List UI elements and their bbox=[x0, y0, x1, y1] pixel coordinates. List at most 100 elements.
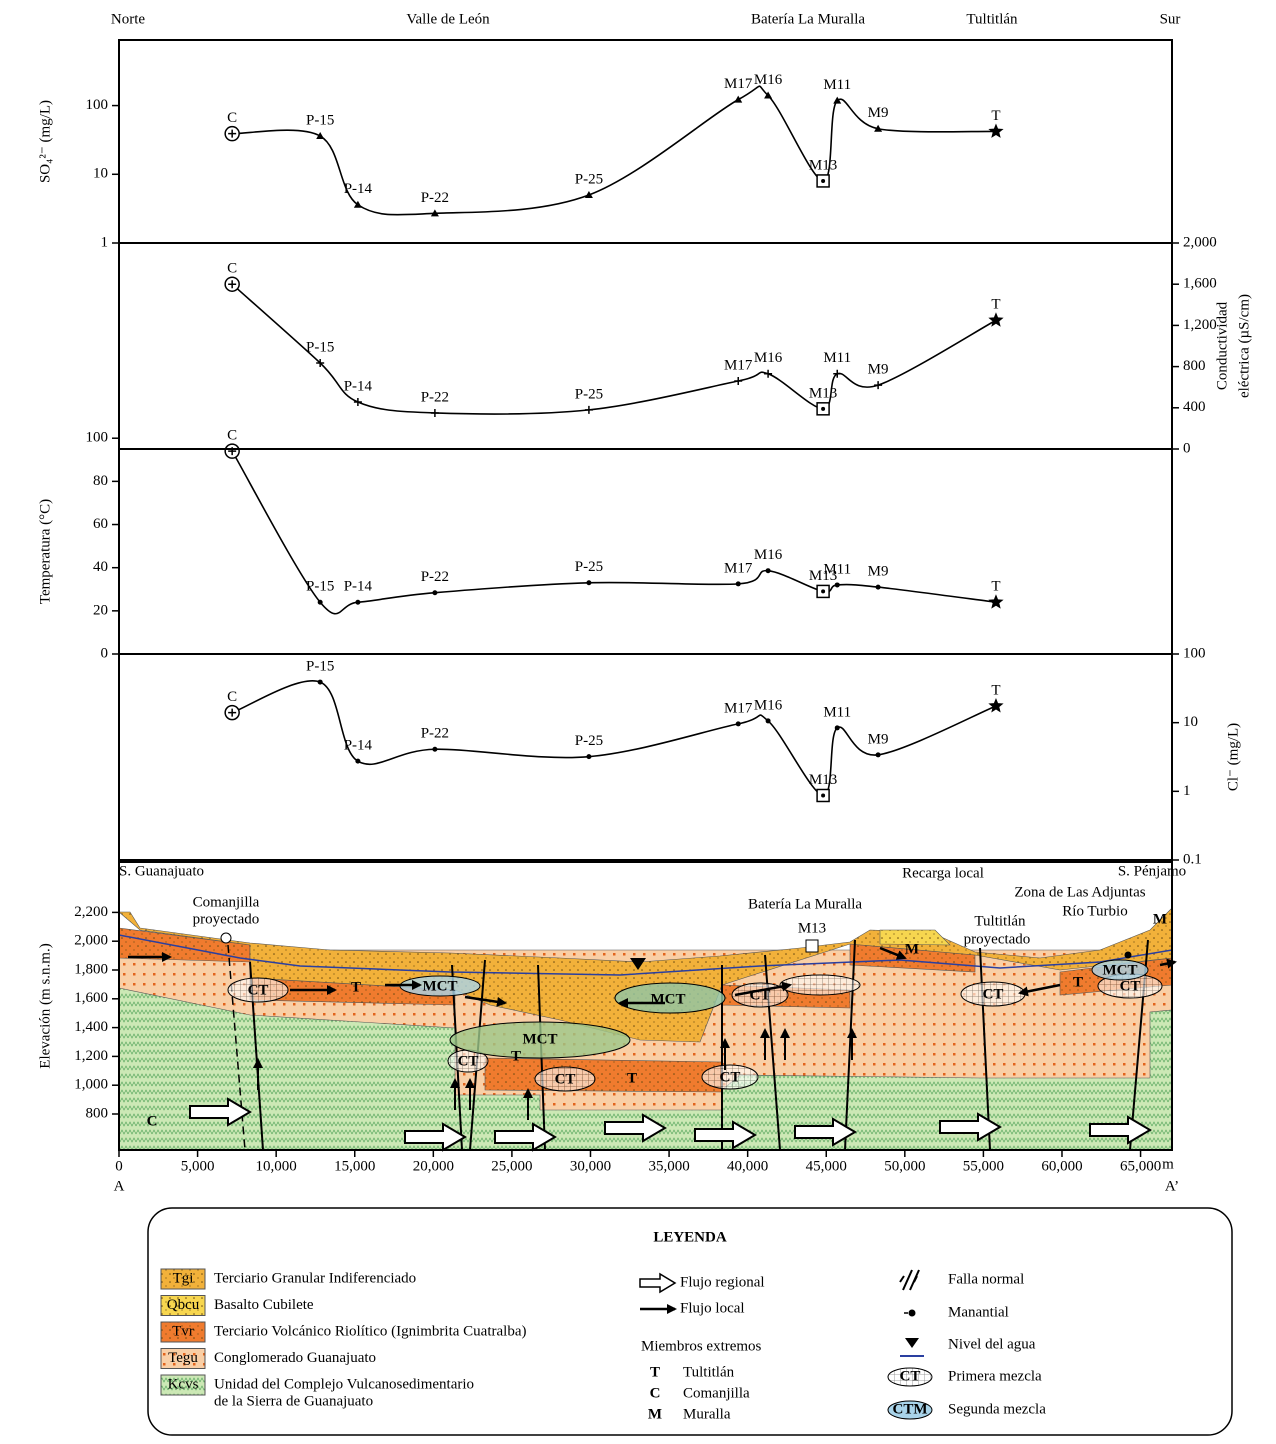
marker-dot bbox=[765, 568, 771, 574]
legend-label: Flujo regional bbox=[680, 1274, 765, 1290]
x-tick-label: 15,000 bbox=[334, 1158, 375, 1174]
data-point bbox=[875, 584, 881, 590]
marker-dot bbox=[432, 746, 438, 752]
legend-label: Nivel del agua bbox=[948, 1336, 1036, 1352]
local-flow bbox=[1018, 983, 1061, 997]
legend-fault bbox=[899, 1269, 920, 1291]
zone-label: T bbox=[351, 979, 361, 995]
fault bbox=[979, 947, 991, 1151]
y-tick-label: 1 bbox=[101, 234, 109, 250]
point-label: P-25 bbox=[575, 171, 603, 187]
point-label: M11 bbox=[823, 561, 851, 577]
marker-plus bbox=[734, 377, 743, 386]
x-tick-label: 55,000 bbox=[963, 1158, 1004, 1174]
zone-label: CT bbox=[248, 982, 269, 998]
marker-triangle bbox=[764, 91, 773, 99]
marker-dot bbox=[735, 721, 741, 727]
marker-dot bbox=[821, 793, 826, 798]
legend-label: Primera mezcla bbox=[948, 1368, 1042, 1384]
point-label: M13 bbox=[809, 157, 837, 173]
point-label: M16 bbox=[754, 72, 783, 88]
data-point bbox=[355, 758, 361, 764]
legend-label: Flujo local bbox=[680, 1300, 745, 1316]
x-tick-label: 25,000 bbox=[491, 1158, 532, 1174]
legend-label: Manantial bbox=[948, 1304, 1009, 1320]
section-end-label: A’ bbox=[1165, 1178, 1179, 1194]
y-tick-label: 1,600 bbox=[1183, 276, 1217, 292]
point-label: P-25 bbox=[575, 559, 603, 575]
header-label: Norte bbox=[111, 11, 145, 27]
legend-code: Tvr bbox=[172, 1323, 194, 1339]
legend-label: Tultitlán bbox=[683, 1364, 735, 1380]
regional-flow bbox=[794, 1117, 857, 1147]
regional-flow bbox=[494, 1122, 557, 1152]
legend-symbol-code: CT bbox=[900, 1368, 921, 1384]
legend-member-code: C bbox=[650, 1385, 661, 1401]
regional-flow bbox=[404, 1122, 467, 1152]
y-tick-label: 0 bbox=[1183, 440, 1191, 456]
y-tick-label: 1,200 bbox=[1183, 317, 1217, 333]
marker-plus bbox=[353, 398, 362, 407]
legend-member-code: M bbox=[648, 1406, 662, 1422]
y-tick-label: 1,800 bbox=[74, 961, 108, 977]
x-tick-label: 60,000 bbox=[1041, 1158, 1082, 1174]
section-annotation: Recarga local bbox=[902, 865, 984, 881]
y-tick-label: 2,000 bbox=[1183, 234, 1217, 250]
data-point bbox=[317, 679, 323, 685]
section-annotation: Río Turbio bbox=[1062, 903, 1127, 919]
marker-star bbox=[988, 123, 1004, 138]
x-axis-unit: m bbox=[1162, 1156, 1174, 1172]
legend-box bbox=[147, 1207, 1233, 1436]
point-label: P-22 bbox=[421, 190, 449, 206]
mix-second bbox=[1091, 959, 1149, 981]
marker-dot bbox=[586, 580, 592, 586]
legend-label: Muralla bbox=[683, 1406, 731, 1422]
x-tick-label: 10,000 bbox=[256, 1158, 297, 1174]
legend-label: Terciario Granular Indiferenciado bbox=[214, 1270, 416, 1286]
marker-star bbox=[988, 594, 1004, 609]
data-point bbox=[734, 377, 743, 386]
y-tick-label: 400 bbox=[1183, 399, 1206, 415]
legend-swatch bbox=[160, 1348, 206, 1369]
zone-label: CT bbox=[983, 986, 1004, 1002]
y-axis-label: Cl⁻ (mg/L) bbox=[1225, 723, 1241, 791]
point-label: P-25 bbox=[575, 733, 603, 749]
legend-label: Comanjilla bbox=[683, 1385, 750, 1401]
data-point bbox=[816, 402, 830, 416]
data-point bbox=[816, 788, 830, 803]
marker-cross bbox=[228, 280, 237, 289]
point-label: M17 bbox=[724, 700, 753, 716]
panel-frame bbox=[118, 242, 1173, 450]
y-axis-label: Elevación (m s.n.m.) bbox=[37, 943, 53, 1068]
spring bbox=[1124, 951, 1132, 959]
marker-triangle bbox=[874, 124, 883, 132]
data-point bbox=[875, 752, 881, 758]
legend-mix-second bbox=[887, 1400, 933, 1420]
data-point bbox=[353, 398, 362, 407]
legend-water-level bbox=[905, 1338, 919, 1348]
point-label: M17 bbox=[724, 357, 753, 373]
marker-dot bbox=[586, 754, 592, 760]
data-point bbox=[765, 568, 771, 574]
point-label: M11 bbox=[823, 77, 851, 93]
legend-swatch bbox=[160, 1374, 206, 1396]
qbcu-unit bbox=[879, 929, 951, 946]
marker-dot bbox=[821, 406, 826, 411]
x-tick-label: 30,000 bbox=[570, 1158, 611, 1174]
x-tick-label: 35,000 bbox=[648, 1158, 689, 1174]
point-label: P-15 bbox=[306, 659, 334, 675]
data-line bbox=[231, 283, 997, 415]
zone-label: CT bbox=[555, 1071, 576, 1087]
y-tick-label: 0.1 bbox=[1183, 851, 1202, 867]
regional-flow bbox=[939, 1112, 1002, 1142]
data-point bbox=[734, 95, 743, 103]
section-annotation: proyectado bbox=[193, 911, 260, 927]
data-point bbox=[988, 312, 1004, 327]
zone-label: T bbox=[511, 1048, 521, 1064]
x-tick-label: 50,000 bbox=[884, 1158, 925, 1174]
legend-title: LEYENDA bbox=[653, 1229, 727, 1245]
data-point bbox=[735, 721, 741, 727]
marker-plus bbox=[584, 405, 593, 414]
point-label: P-15 bbox=[306, 339, 334, 355]
